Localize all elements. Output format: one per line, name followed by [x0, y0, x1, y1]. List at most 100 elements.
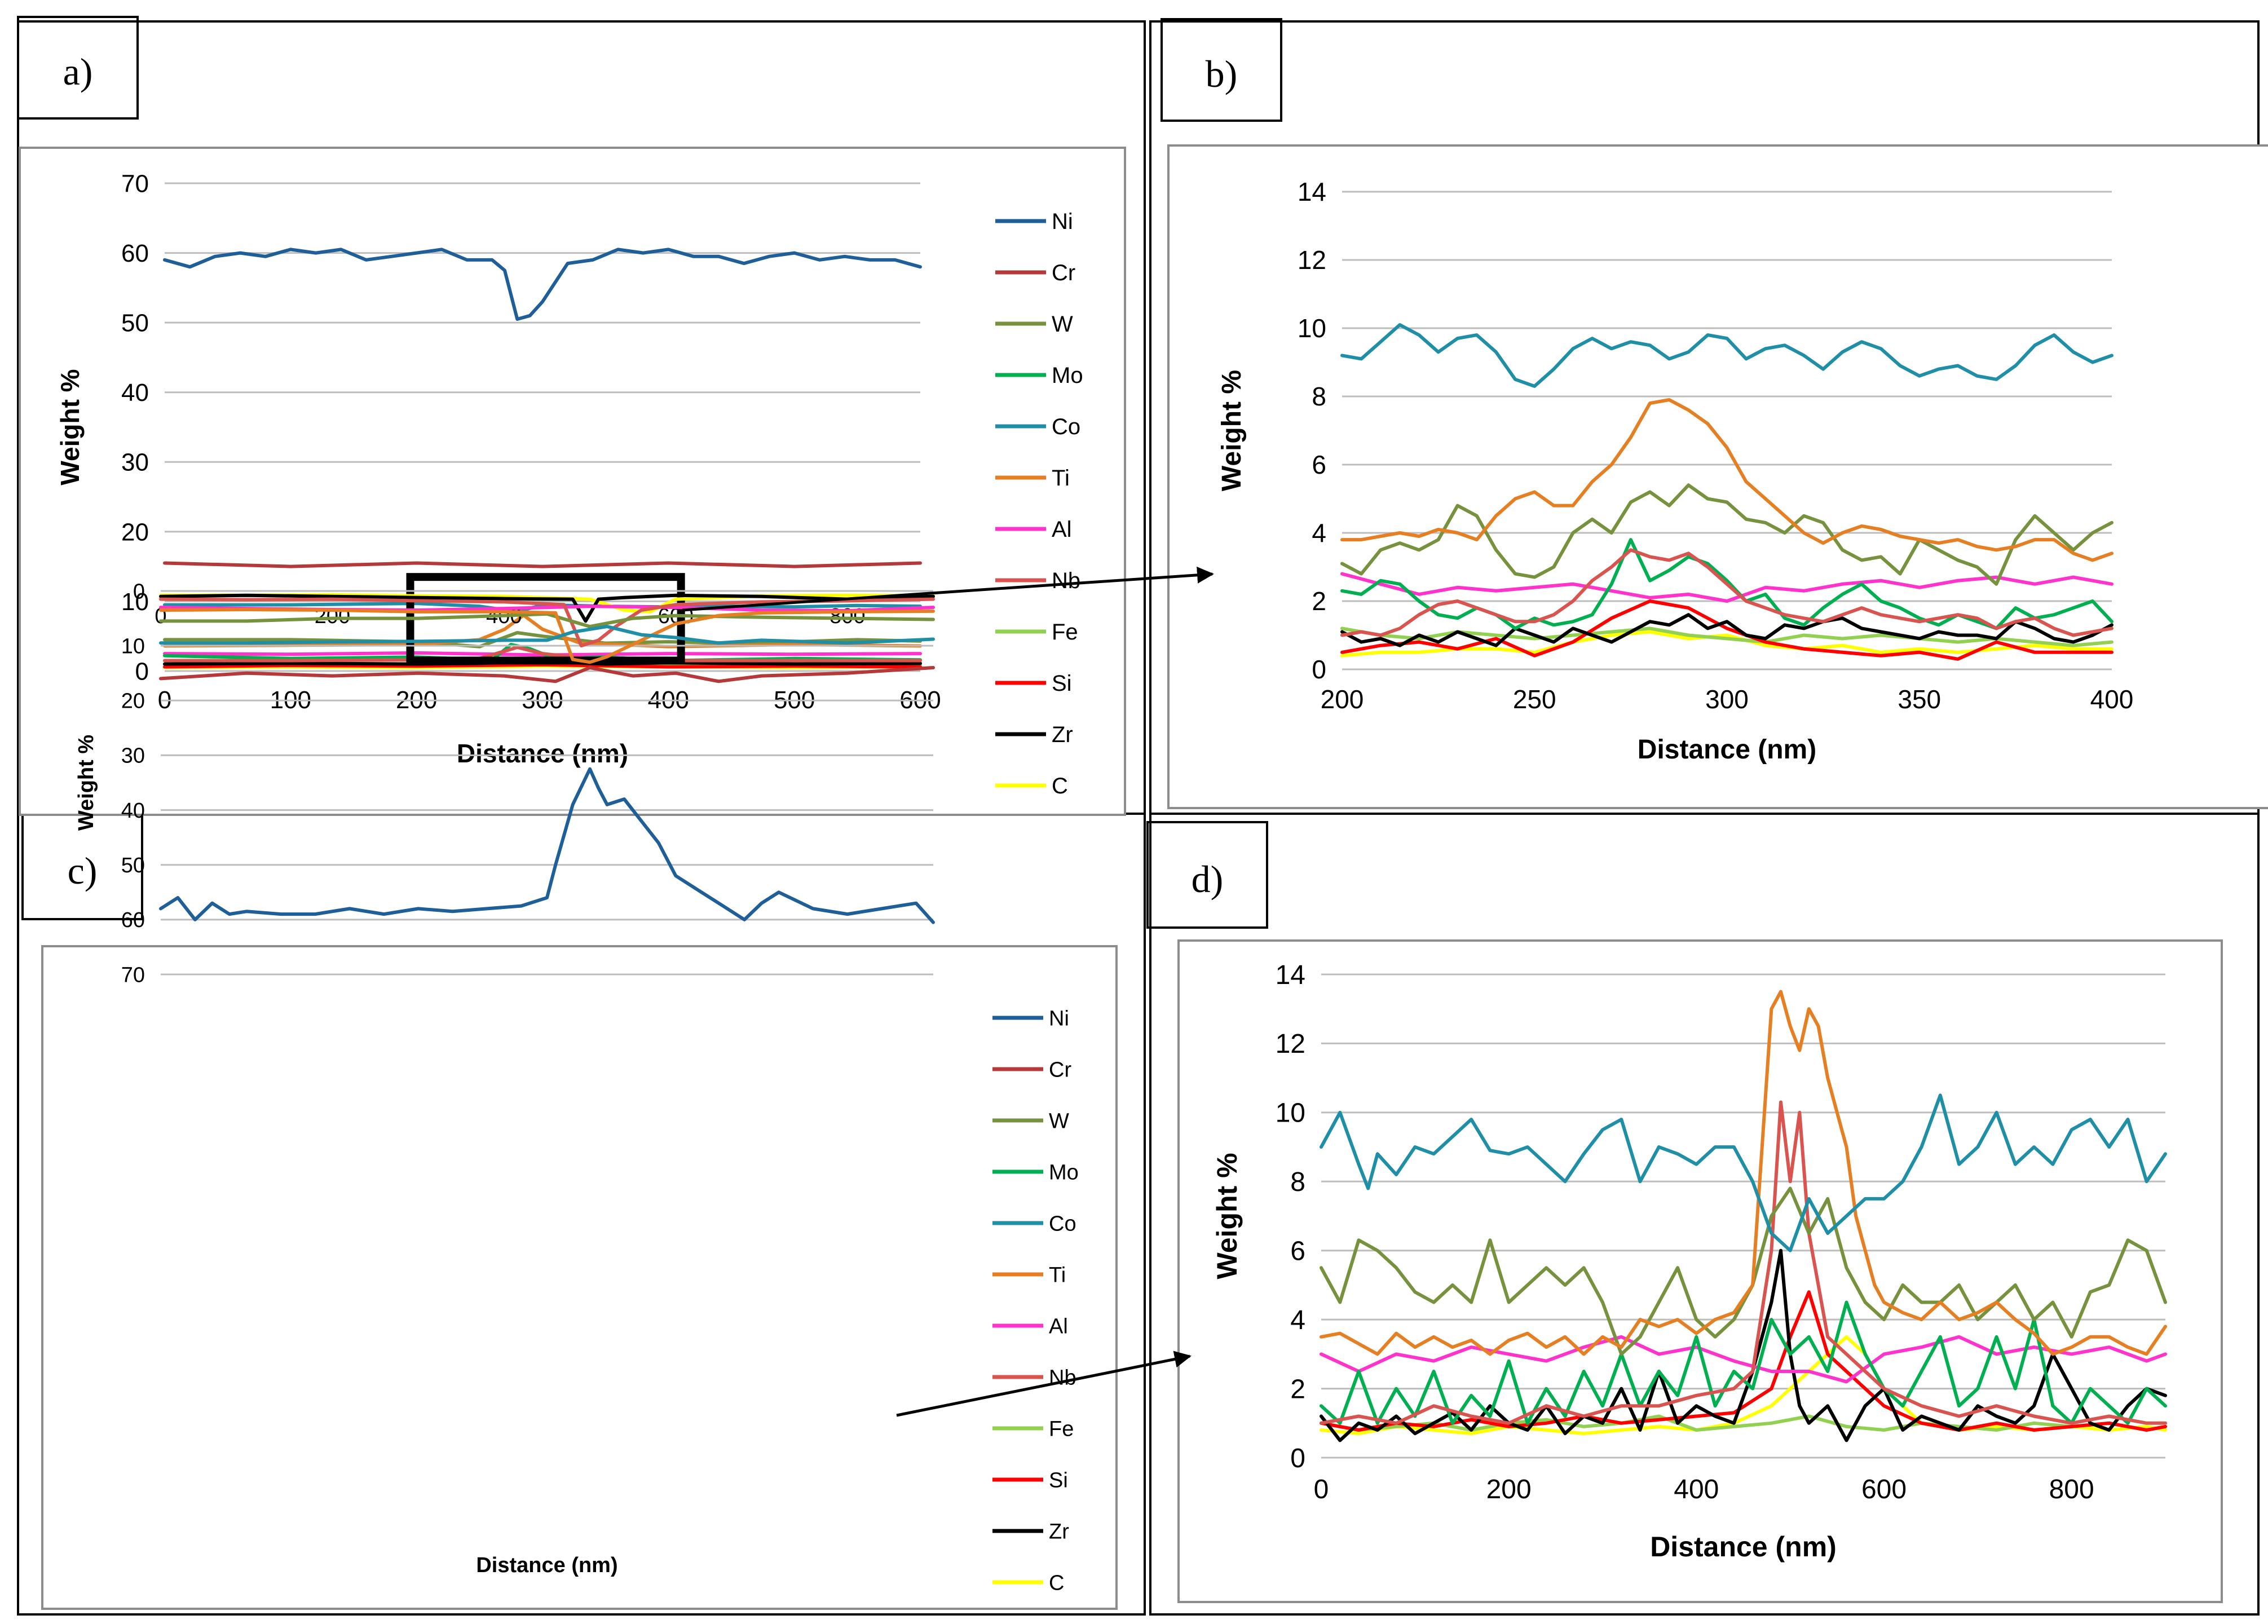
legend-label-co: Co [1049, 1212, 1076, 1235]
legend-label-w: W [1052, 312, 1073, 337]
x-axis-label: Distance (nm) [476, 1554, 617, 1577]
x-tick-label: 0 [1314, 1475, 1329, 1504]
legend-label-si: Si [1052, 671, 1072, 696]
y-tick-label: 10 [1298, 314, 1326, 343]
legend-label-c: C [1049, 1571, 1064, 1595]
y-tick-label: 6 [1312, 450, 1326, 479]
series-line-mo [1340, 538, 2113, 630]
legend-label-ni: Ni [1049, 1007, 1069, 1030]
x-axis-label: Distance (nm) [457, 739, 628, 768]
y-tick-label: 8 [1312, 382, 1326, 411]
panel-d-frame [1149, 813, 2260, 1616]
legend-label-zr: Zr [1052, 722, 1073, 747]
y-tick-label: 12 [1276, 1029, 1305, 1059]
series-line-co [1320, 1093, 2167, 1252]
y-tick-label: 60 [121, 240, 149, 267]
chart-b: 0 2 4 6 8 10 12 14 200 250 300 350 400 Distance (nm) W… [1167, 144, 2268, 809]
series-line-nb [159, 597, 935, 648]
legend-label-c: C [1052, 774, 1068, 798]
y-tick-label: 60 [121, 908, 145, 932]
legend-label-nb: Nb [1049, 1366, 1076, 1389]
series-line-al [1340, 572, 2113, 603]
plot-area-border [41, 945, 1118, 1610]
series-line-ti [1320, 990, 2167, 1356]
y-tick-label: 30 [121, 449, 149, 476]
y-axis-label: Weight % [1211, 1153, 1243, 1279]
series-line-ni [159, 767, 935, 924]
y-tick-label: 50 [121, 310, 149, 337]
legend-label-mo: Mo [1052, 363, 1083, 388]
series-line-zr [1340, 613, 2113, 647]
y-tick-label: 30 [121, 744, 145, 768]
y-tick-label: 12 [1298, 245, 1326, 275]
legend-label-cr: Cr [1049, 1058, 1071, 1082]
y-tick-label: 10 [121, 588, 149, 616]
chart-d: 0 2 4 6 8 10 12 14 0 200 400 600 800 Distance (nm) Wei… [1177, 939, 2223, 1603]
legend-label-ti: Ti [1049, 1263, 1066, 1287]
series-line-si [1340, 599, 2113, 661]
legend-label-fe: Fe [1049, 1417, 1074, 1441]
series-line-c [1340, 630, 2113, 657]
series-line-ti [159, 608, 935, 664]
x-tick-label: 300 [1705, 685, 1749, 714]
y-tick-label: 0 [133, 580, 145, 603]
y-tick-label: 0 [135, 657, 149, 685]
series-line-fe [1320, 1414, 2167, 1432]
zoom-arrows [682, 566, 1214, 1417]
series-line-w [159, 612, 935, 629]
legend-label-si: Si [1049, 1468, 1068, 1492]
y-tick-label: 14 [1298, 177, 1326, 206]
y-tick-label: 40 [121, 799, 145, 823]
y-tick-label: 50 [121, 854, 145, 877]
legend-label-al: Al [1052, 517, 1072, 542]
series-line-zr [159, 593, 935, 623]
x-tick-label: 200 [1321, 685, 1364, 714]
y-tick-label: 20 [121, 518, 149, 546]
y-tick-label: 10 [1276, 1098, 1305, 1128]
series-line-fe [1340, 626, 2113, 647]
legend-label-w: W [1049, 1109, 1069, 1133]
y-tick-label: 6 [1290, 1237, 1305, 1266]
series-line-w [1320, 1186, 2167, 1356]
series-line-nb [1320, 1100, 2167, 1425]
panel-b-label-box [1161, 18, 1282, 122]
plot-area-border [19, 147, 1126, 816]
x-tick-label: 600 [1861, 1475, 1907, 1504]
x-tick-label: 250 [1513, 685, 1556, 714]
panel-c-label: c) [68, 849, 98, 892]
panel-b-label: b) [1206, 52, 1238, 95]
y-tick-label: 70 [121, 170, 149, 197]
series-line-ti [1340, 398, 2113, 562]
zoom-arrow-a-to-b [682, 566, 1214, 612]
series-line-nb [1340, 548, 2113, 637]
x-tick-label: 400 [1674, 1475, 1719, 1504]
series-line-nb [163, 646, 922, 663]
legend-label-co: Co [1052, 414, 1080, 439]
legend-label-al: Al [1049, 1314, 1068, 1338]
y-tick-label: 8 [1290, 1167, 1305, 1197]
x-tick-label: 400 [2090, 685, 2134, 714]
y-tick-label: 0 [1290, 1444, 1305, 1473]
y-axis-label: Weight % [74, 735, 98, 831]
y-tick-label: 2 [1312, 586, 1326, 616]
y-tick-label: 14 [1276, 960, 1305, 990]
y-tick-label: 10 [121, 634, 145, 658]
legend-label-nb: Nb [1052, 568, 1080, 593]
series-line-co [159, 625, 935, 645]
x-tick-label: 800 [2049, 1475, 2094, 1504]
y-tick-label: 70 [121, 963, 145, 987]
panel-labels: a) b) c) d) [17, 16, 1282, 929]
y-tick-label: 0 [1312, 655, 1326, 684]
x-tick-label: 800 [829, 604, 865, 628]
y-axis-label: Weight % [1217, 370, 1247, 491]
panel-d-label-box [1146, 821, 1268, 929]
zoom-arrow-c-to-d [896, 1351, 1192, 1417]
legend-label-ni: Ni [1052, 209, 1073, 234]
series-line-ni [163, 248, 922, 321]
legend-label-cr: Cr [1052, 261, 1075, 285]
legend-label-fe: Fe [1052, 620, 1078, 645]
legend-label-mo: Mo [1049, 1160, 1079, 1184]
plot-area-border [1167, 144, 2268, 809]
